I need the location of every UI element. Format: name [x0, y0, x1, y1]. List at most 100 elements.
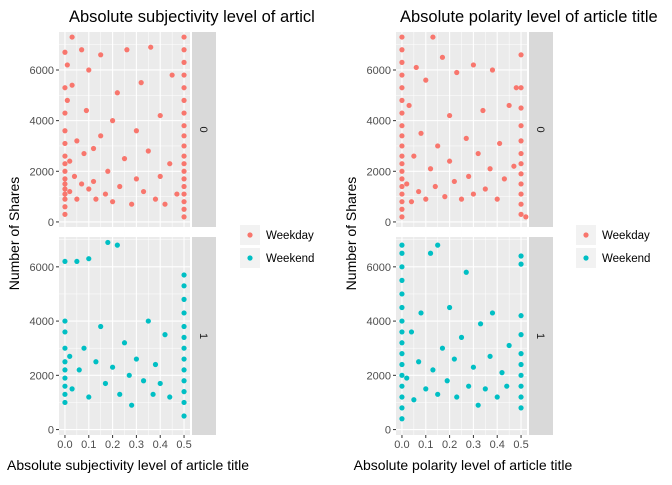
data-point-weekday	[83, 107, 89, 114]
data-point-weekday	[145, 148, 151, 154]
data-point-weekday	[90, 145, 97, 152]
data-point-weekend	[62, 399, 68, 406]
y-tick-label: 4000	[367, 316, 391, 328]
data-point-weekend	[518, 313, 524, 319]
data-point-weekend	[399, 372, 405, 378]
data-point-weekend	[167, 394, 173, 400]
data-point-weekend	[67, 353, 73, 359]
y-tick-label: 0	[48, 217, 54, 229]
data-point-weekday	[399, 47, 405, 53]
data-point-weekend	[181, 345, 187, 351]
data-point-weekday	[518, 85, 524, 91]
data-point-weekend	[181, 367, 187, 373]
data-point-weekday	[152, 196, 159, 202]
y-tick-label: 0	[48, 425, 54, 437]
data-point-weekday	[399, 206, 405, 212]
legend-label-weekday: Weekday	[602, 230, 650, 242]
data-point-weekend	[454, 394, 460, 400]
data-point-weekend	[105, 239, 111, 246]
data-point-weekday	[518, 191, 524, 197]
data-point-weekend	[152, 361, 159, 368]
data-point-weekday	[427, 166, 434, 172]
data-point-weekday	[62, 153, 68, 159]
data-point-weekday	[511, 163, 517, 169]
data-point-weekday	[399, 133, 405, 139]
data-point-weekday	[399, 59, 405, 65]
data-point-weekday	[181, 206, 187, 212]
data-point-weekday	[475, 150, 481, 157]
data-point-weekend	[181, 283, 187, 289]
data-point-weekend	[150, 391, 156, 397]
data-point-weekday	[446, 158, 453, 164]
data-point-weekday	[140, 188, 147, 195]
data-point-weekend	[62, 367, 68, 373]
data-point-weekday	[430, 34, 436, 40]
data-point-weekend	[458, 334, 465, 340]
y-tick-label: 6000	[30, 262, 54, 274]
data-point-weekend	[98, 323, 104, 330]
data-point-weekday	[181, 199, 187, 205]
data-point-weekday	[90, 178, 97, 185]
chart-title: Absolute subjectivity level of articl	[69, 8, 315, 26]
data-point-weekday	[523, 214, 529, 220]
data-point-weekend	[62, 345, 68, 351]
data-point-weekday	[466, 173, 472, 179]
data-point-weekday	[518, 161, 524, 167]
data-point-weekend	[504, 383, 510, 389]
data-point-weekend	[439, 345, 446, 351]
data-point-weekday	[148, 44, 154, 50]
data-point-weekday	[446, 112, 453, 119]
data-point-weekday	[181, 34, 187, 40]
data-point-weekend	[475, 402, 481, 408]
data-point-weekday	[62, 85, 68, 91]
data-point-weekday	[133, 176, 140, 182]
data-point-weekend	[446, 304, 453, 311]
data-point-weekday	[506, 102, 512, 109]
data-point-weekday	[74, 138, 80, 144]
data-point-weekend	[518, 332, 524, 338]
data-point-weekend	[416, 359, 422, 365]
data-point-weekend	[62, 359, 68, 365]
data-point-weekday	[399, 191, 405, 197]
y-tick-label: 2000	[367, 370, 391, 382]
x-axis-title: Absolute polarity level of article title	[354, 457, 573, 473]
data-point-weekday	[432, 183, 438, 190]
data-point-weekday	[181, 85, 187, 91]
data-point-weekday	[62, 140, 68, 147]
data-point-weekday	[518, 105, 524, 111]
data-point-weekend	[181, 323, 187, 330]
data-point-weekend	[399, 242, 405, 248]
data-point-weekday	[169, 72, 175, 78]
facet-panel-1: 0 2000 4000 6000 1	[367, 237, 553, 437]
data-point-weekend	[399, 291, 405, 297]
data-point-weekday	[406, 102, 412, 109]
data-point-weekday	[470, 62, 477, 68]
data-point-weekend	[86, 256, 92, 262]
data-point-weekend	[399, 405, 405, 411]
data-point-weekday	[121, 156, 128, 162]
data-point-weekend	[487, 353, 493, 359]
data-point-weekend	[518, 383, 524, 389]
data-point-weekend	[399, 351, 405, 357]
data-point-weekday	[62, 110, 68, 116]
data-point-weekday	[399, 176, 405, 182]
data-point-weekday	[69, 82, 75, 88]
data-point-weekday	[98, 52, 104, 58]
data-point-weekday	[86, 186, 92, 192]
data-point-weekend	[81, 345, 87, 351]
data-point-weekend	[423, 386, 429, 392]
data-point-weekend	[399, 361, 405, 368]
data-point-weekend	[518, 361, 524, 368]
data-point-weekday	[399, 214, 405, 220]
data-point-weekend	[162, 332, 168, 338]
x-tick-label: 0.2	[442, 439, 457, 451]
data-point-weekday	[79, 47, 85, 53]
data-point-weekend	[408, 329, 415, 335]
data-point-weekday	[458, 196, 465, 202]
data-point-weekday	[181, 183, 187, 190]
data-point-weekday	[513, 85, 519, 91]
facet-strip	[529, 32, 553, 227]
data-point-weekday	[105, 168, 111, 174]
data-point-weekday	[181, 214, 187, 220]
data-point-weekend	[518, 261, 524, 267]
